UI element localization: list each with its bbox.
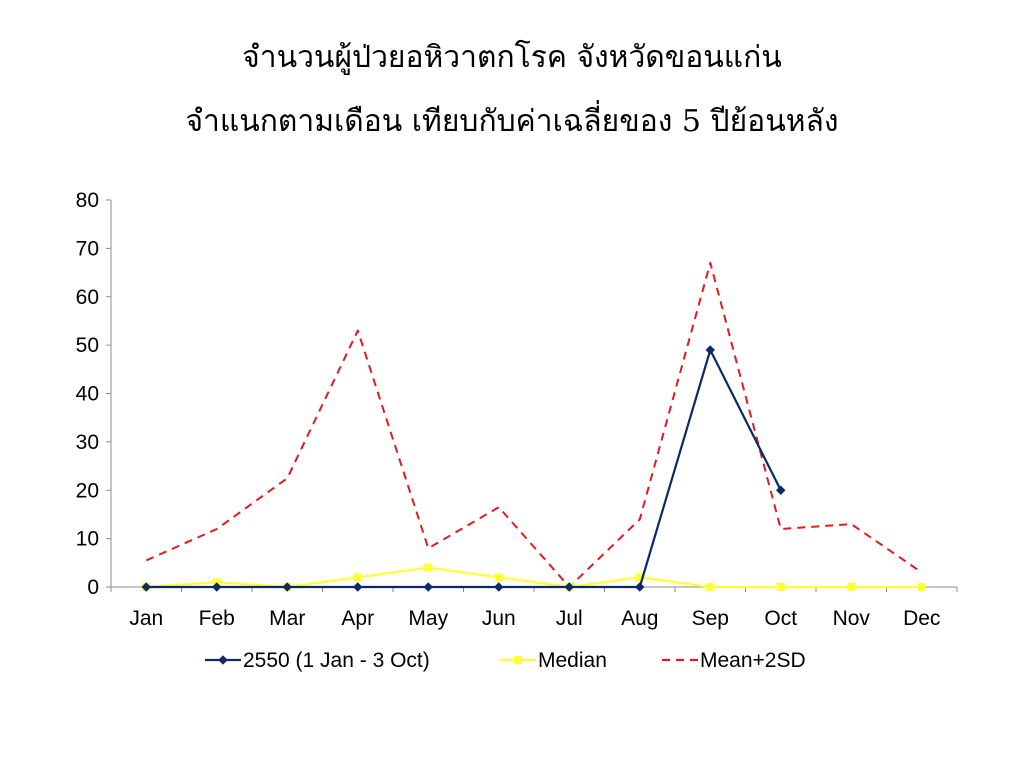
legend-item-median: Median (500, 649, 607, 672)
data-point-median-may (424, 563, 433, 572)
series-mean-2sd (145, 261, 923, 588)
data-point-median-oct (776, 583, 785, 591)
chart-legend: 2550 (1 Jan - 3 Oct) Median Mean+2SD (205, 649, 806, 672)
x-tick-label-dec: Dec (903, 607, 940, 630)
data-point-2550-1-jan-3-oct-jan (141, 582, 151, 592)
x-tick-label-mar: Mar (269, 607, 305, 630)
data-point-median-dec (917, 583, 926, 591)
data-point-2550-1-jan-3-oct-may (423, 582, 433, 592)
legend-label: 2550 (1 Jan - 3 Oct) (243, 649, 430, 672)
data-point-median-jun (494, 573, 503, 582)
x-tick-label-apr: Apr (341, 607, 374, 630)
y-tick-label: 20 (76, 479, 99, 502)
data-point-2550-1-jan-3-oct-aug (635, 582, 645, 592)
data-point-2550-1-jan-3-oct-oct (776, 485, 786, 495)
series-line-2550-1-jan-3-oct (146, 348, 782, 589)
data-point-median-feb (212, 578, 221, 587)
chart-series (141, 261, 926, 592)
x-tick-label-oct: Oct (764, 607, 797, 630)
x-tick-label-may: May (408, 607, 448, 630)
y-tick-label: 40 (76, 383, 99, 406)
chart-axes: 0 10 20 30 40 50 60 70 80 Jan Feb Mar Apr May Jun Jul Au… (76, 189, 958, 630)
x-tick-label-jul: Jul (556, 607, 583, 630)
data-point-median-nov (847, 583, 856, 591)
data-point-median-aug (635, 573, 644, 582)
data-point-2550-1-jan-3-oct-mar (282, 582, 292, 592)
data-point-median-sep (706, 583, 715, 591)
legend-item-2550-1-jan-3-oct: 2550 (1 Jan - 3 Oct) (205, 649, 430, 672)
y-tick-label: 60 (76, 286, 99, 309)
chart-title: จำนวนผู้ป่วยอหิวาตกโรค จังหวัดขอนแก่น จำ… (0, 26, 1024, 154)
x-tick-label-feb: Feb (199, 607, 235, 630)
data-point-2550-1-jan-3-oct-sep (705, 345, 715, 355)
y-tick-label: 30 (76, 431, 99, 454)
data-point-median-apr (353, 573, 362, 582)
chart-title-line-2: จำแนกตามเดือน เทียบกับค่าเฉลี่ยของ 5 ปีย… (185, 104, 839, 139)
legend-label: Mean+2SD (700, 649, 806, 672)
y-tick-label: 70 (76, 237, 99, 260)
data-point-2550-1-jan-3-oct-jul (564, 582, 574, 592)
y-tick-label: 10 (76, 528, 99, 551)
data-point-2550-1-jan-3-oct-apr (353, 582, 363, 592)
series-line-mean-2sd (145, 261, 923, 588)
data-point-2550-1-jan-3-oct-jun (494, 582, 504, 592)
data-point-2550-1-jan-3-oct-feb (212, 582, 222, 592)
chart-title-line-1: จำนวนผู้ป่วยอหิวาตกโรค จังหวัดขอนแก่น (242, 40, 782, 75)
series-2550-1-jan-3-oct (141, 345, 786, 592)
x-tick-label-jan: Jan (129, 607, 163, 630)
x-tick-label-jun: Jun (482, 607, 516, 630)
legend-marker (218, 655, 228, 665)
y-tick-label: 80 (76, 189, 99, 212)
legend-marker (514, 656, 522, 664)
series-line-median (146, 566, 922, 589)
y-tick-label: 0 (87, 576, 99, 599)
x-tick-label-aug: Aug (621, 607, 658, 630)
legend-item-mean-2sd: Mean+2SD (662, 649, 806, 672)
x-tick-label-nov: Nov (833, 607, 871, 630)
legend-label: Median (538, 649, 607, 672)
y-tick-label: 50 (76, 334, 99, 357)
x-tick-label-sep: Sep (692, 607, 729, 630)
